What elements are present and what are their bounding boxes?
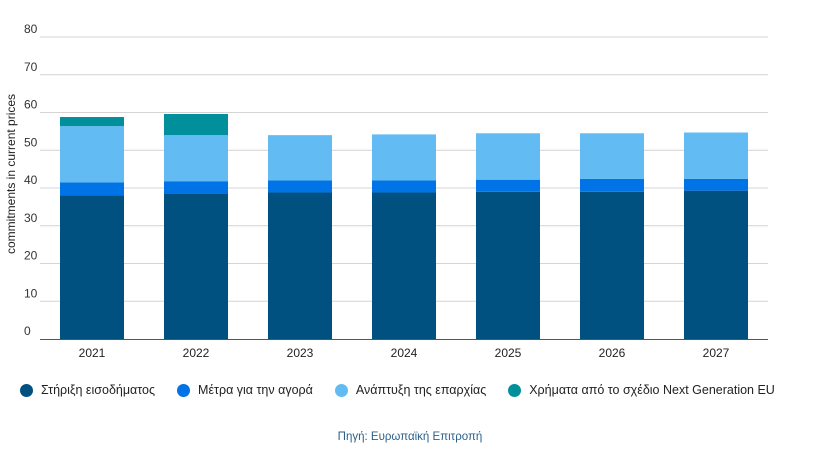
bar-segment — [476, 179, 540, 192]
bar-segment — [60, 117, 124, 127]
bar-segment — [684, 132, 748, 179]
x-tick-label: 2026 — [599, 346, 626, 360]
legend: Στήριξη εισοδήματος Μέτρα για την αγορά Αν… — [20, 383, 775, 397]
bar-segment — [684, 190, 748, 339]
legend-label: Μέτρα για την αγορά — [198, 383, 313, 397]
y-tick-label: 10 — [24, 286, 38, 300]
bar-segment — [164, 193, 228, 339]
y-tick-label: 20 — [24, 249, 38, 263]
bar-segment — [372, 134, 436, 181]
bar-segment — [268, 192, 332, 339]
legend-label: Ανάπτυξη της επαρχίας — [355, 383, 487, 397]
y-tick-label: 0 — [24, 324, 31, 338]
y-tick-label: 50 — [24, 135, 38, 149]
legend-item[interactable]: Χρήματα από το σχέδιο Next Generation EU — [508, 383, 775, 397]
bar-segment — [164, 135, 228, 182]
legend-item[interactable]: Στήριξη εισοδήματος — [20, 383, 155, 397]
y-tick-label: 30 — [24, 211, 38, 225]
x-tick-label: 2027 — [703, 346, 730, 360]
y-tick-label: 60 — [24, 98, 38, 112]
bar-segment — [372, 180, 436, 193]
source-note: Πηγή: Ευρωπαϊκή Επιτροπή — [337, 431, 483, 443]
legend-swatch — [20, 383, 33, 397]
legend-item[interactable]: Μέτρα για την αγορά — [177, 383, 313, 397]
x-tick-label: 2023 — [287, 346, 314, 360]
bar-segment — [476, 191, 540, 339]
y-tick-label: 70 — [24, 60, 38, 74]
bar-segment — [580, 178, 644, 192]
legend-item[interactable]: Ανάπτυξη της επαρχίας — [334, 383, 487, 397]
legend-label: Στήριξη εισοδήματος — [41, 383, 156, 397]
legend-swatch — [334, 383, 348, 397]
bar-segment — [60, 182, 124, 196]
bar-segment — [164, 114, 228, 136]
y-tick-label: 80 — [24, 22, 38, 36]
bar-segment — [60, 195, 124, 339]
legend-swatch — [177, 383, 191, 397]
x-tick-label: 2022 — [183, 346, 210, 360]
x-tick-label: 2025 — [495, 346, 522, 360]
bar-segment — [684, 178, 748, 191]
y-tick-label: 40 — [24, 173, 38, 187]
bar-segment — [268, 180, 332, 193]
bar-segment — [268, 135, 332, 181]
legend-swatch — [508, 383, 522, 397]
x-tick-label: 2021 — [79, 346, 106, 360]
y-axis-label: commitments in current prices — [4, 93, 18, 254]
bar-segment — [372, 192, 436, 339]
bar-segment — [580, 191, 644, 339]
legend-label: Χρήματα από το σχέδιο Next Generation EU — [529, 383, 775, 397]
bar-segment — [580, 133, 644, 179]
bar-segment — [476, 133, 540, 180]
x-tick-label: 2024 — [391, 346, 418, 360]
stacked-bar-chart: 0 10 20 30 40 50 60 70 80 2021 2022 2023 2024 2025 202… — [24, 22, 768, 360]
bar-segment — [60, 126, 124, 183]
bar-segment — [164, 181, 228, 194]
